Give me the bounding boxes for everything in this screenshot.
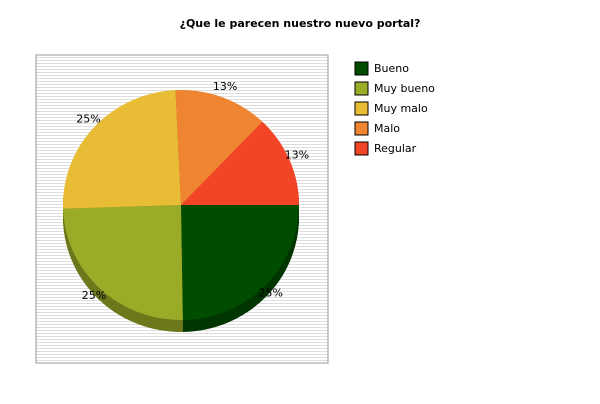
legend-swatch — [354, 141, 369, 156]
legend-label: Regular — [374, 142, 417, 155]
legend-label: Malo — [374, 122, 400, 135]
value-label: 25% — [76, 112, 100, 125]
value-label: 13% — [285, 148, 309, 161]
legend-swatch — [354, 61, 369, 76]
slice — [181, 205, 299, 320]
legend-label: Muy malo — [374, 102, 428, 115]
legend-label: Muy bueno — [374, 82, 435, 95]
slice — [63, 90, 182, 209]
slice — [181, 121, 299, 205]
legend-swatch — [354, 101, 369, 116]
legend-label: Bueno — [374, 62, 409, 75]
value-label: 25% — [259, 286, 283, 299]
legend-swatch — [354, 121, 369, 136]
slice — [175, 90, 263, 205]
value-label: 13% — [213, 80, 237, 93]
legend-swatch — [354, 81, 369, 96]
slice — [63, 205, 183, 320]
chart-title: ¿Que le parecen nuestro nuevo portal? — [180, 17, 421, 30]
value-label: 25% — [82, 289, 106, 302]
pie: 25% 25% 25% 13% 13% — [63, 80, 309, 332]
legend: Bueno Muy bueno Muy malo Malo Regular — [354, 61, 435, 156]
